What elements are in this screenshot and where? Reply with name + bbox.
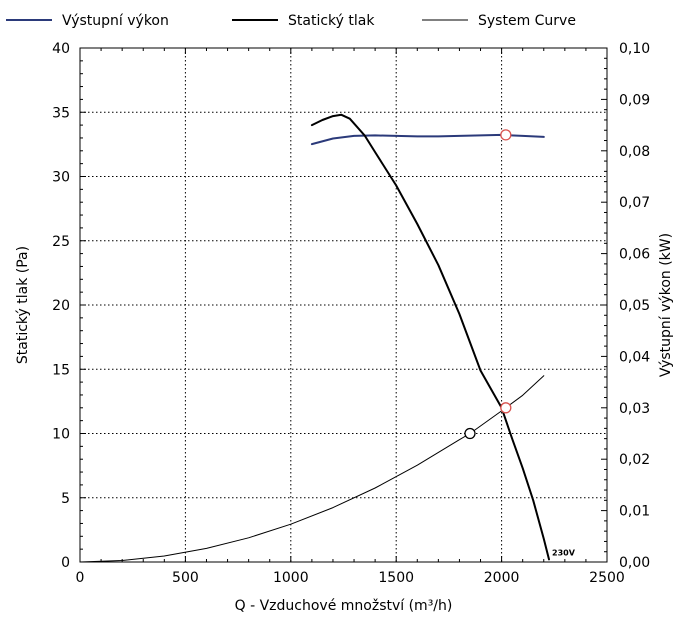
x-tick-label: 500 <box>172 570 199 586</box>
series-line-2 <box>79 375 545 563</box>
legend: Výstupní výkon Statický tlak System Curve <box>6 13 576 29</box>
x-tick-label: 2500 <box>589 570 625 586</box>
x-axis-title: Q - Vzduchové množství (m³/h) <box>235 598 453 614</box>
legend-label: Výstupní výkon <box>62 13 169 29</box>
y-left-axis-title: Statický tlak (Pa) <box>15 246 31 364</box>
y-left-tick-label: 40 <box>52 41 70 57</box>
x-tick-label: 2000 <box>484 570 520 586</box>
y-right-tick-label: 0,04 <box>619 349 650 365</box>
y-right-tick-label: 0,02 <box>619 452 650 468</box>
y-right-tick-label: 0,01 <box>619 504 650 520</box>
y-left-tick-label: 10 <box>52 427 70 443</box>
operating-point-marker <box>464 427 476 440</box>
y-right-tick-label: 0,10 <box>619 41 650 57</box>
operating-point-marker <box>500 402 512 414</box>
voltage-annotation: 230V <box>552 548 576 557</box>
y-right-tick-label: 0,03 <box>619 401 650 417</box>
markers-layer: 230V <box>464 129 576 557</box>
legend-label: Statický tlak <box>288 13 375 29</box>
series-layer <box>79 113 550 563</box>
y-right-tick-label: 0,08 <box>619 144 650 160</box>
y-left-tick-label: 0 <box>61 555 70 571</box>
y-right-tick-label: 0,07 <box>619 195 650 211</box>
x-tick-label: 1000 <box>273 570 309 586</box>
legend-label: System Curve <box>478 13 576 29</box>
y-right-tick-label: 0,09 <box>619 92 650 108</box>
y-left-tick-label: 35 <box>52 105 70 121</box>
x-tick-label: 0 <box>76 570 85 586</box>
y-right-tick-label: 0,05 <box>619 298 650 314</box>
y-left-tick-label: 15 <box>52 362 70 378</box>
y-right-axis-title: Výstupní výkon (kW) <box>658 233 674 377</box>
series-line-1 <box>310 113 550 561</box>
axes-layer: 0 500 1000 1500 2000 2500 0 5 10 15 20 25 30 35 40 0,00… <box>15 41 674 614</box>
operating-point-marker <box>500 129 512 141</box>
x-tick-label: 1500 <box>378 570 414 586</box>
y-right-tick-label: 0,00 <box>619 555 650 571</box>
y-left-tick-label: 30 <box>52 170 70 186</box>
y-right-tick-label: 0,06 <box>619 247 650 263</box>
y-left-tick-label: 5 <box>61 491 70 507</box>
y-left-tick-label: 20 <box>52 298 70 314</box>
y-left-tick-label: 25 <box>52 234 70 250</box>
